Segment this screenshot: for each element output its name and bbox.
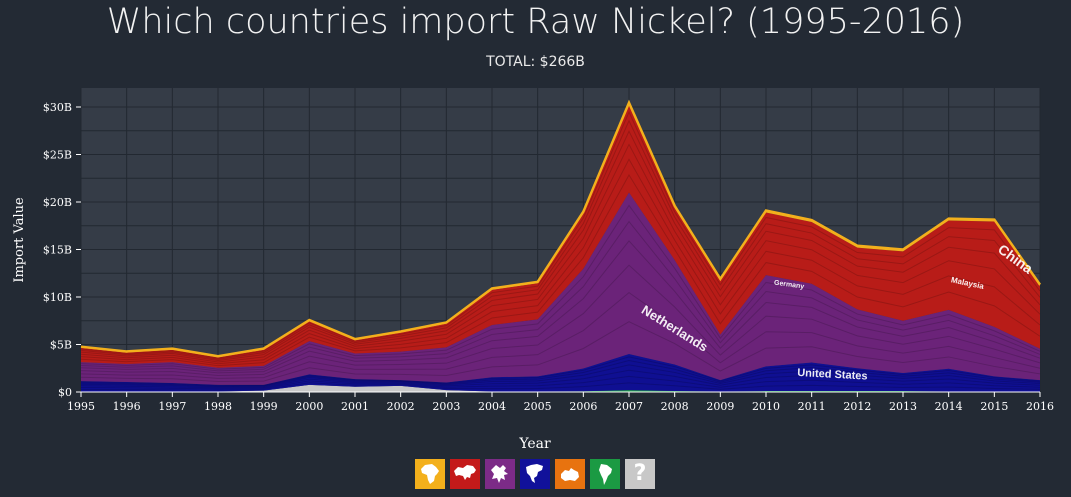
y-tick-label: $30B bbox=[43, 101, 72, 114]
country-seam bbox=[80, 321, 1041, 382]
legend-oceania[interactable] bbox=[555, 459, 585, 489]
africa-icon bbox=[421, 464, 439, 484]
country-seam bbox=[80, 119, 1041, 360]
country-seam bbox=[80, 359, 1041, 387]
y-tick-label: $20B bbox=[43, 196, 72, 209]
legend-north-america[interactable] bbox=[520, 459, 550, 489]
x-tick-label: 2001 bbox=[341, 400, 369, 413]
y-tick-label: $0 bbox=[58, 386, 72, 399]
y-tick-label: $5B bbox=[50, 339, 72, 352]
europe-icon bbox=[491, 465, 508, 483]
country-seam bbox=[80, 174, 1041, 367]
y-axis-label: Import Value bbox=[12, 197, 27, 283]
country-seam bbox=[80, 292, 1041, 379]
x-tick-label: 2016 bbox=[1026, 400, 1054, 413]
y-tick-label: $10B bbox=[43, 291, 72, 304]
country-seam bbox=[80, 158, 1041, 365]
country-seam bbox=[80, 264, 1041, 376]
country-seam bbox=[80, 130, 1041, 361]
legend-asia[interactable] bbox=[450, 459, 480, 489]
total-outline bbox=[80, 99, 1042, 358]
x-tick-label: 2003 bbox=[432, 400, 460, 413]
legend-south-america[interactable] bbox=[590, 459, 620, 489]
country-seam bbox=[80, 143, 1041, 363]
asia-icon bbox=[454, 465, 476, 480]
country-seam bbox=[80, 356, 1041, 386]
x-tick-label: 2009 bbox=[706, 400, 734, 413]
x-tick-label: 1996 bbox=[113, 400, 141, 413]
total-label: TOTAL: $266B bbox=[486, 54, 585, 70]
x-tick-label: 2006 bbox=[569, 400, 597, 413]
x-axis-label: Year bbox=[518, 436, 551, 452]
y-tick-label: $15B bbox=[43, 244, 72, 257]
annotation-germany: Germany bbox=[774, 279, 805, 290]
y-tick-label: $25B bbox=[43, 149, 72, 162]
country-seam bbox=[80, 369, 1041, 389]
country-seams bbox=[80, 110, 1041, 391]
country-seam bbox=[80, 110, 1041, 359]
country-seam bbox=[80, 382, 1041, 391]
x-tick-label: 2015 bbox=[980, 400, 1008, 413]
question-icon: ? bbox=[633, 461, 647, 486]
country-seam bbox=[80, 220, 1041, 372]
legend-africa[interactable] bbox=[415, 459, 445, 489]
oceania-icon bbox=[561, 468, 579, 481]
legend-europe[interactable] bbox=[485, 459, 515, 489]
x-tick-label: 2008 bbox=[661, 400, 689, 413]
x-tick-label: 2012 bbox=[843, 400, 871, 413]
x-axis: 1995 1996 1997 1998 1999 2000 2001 2002 2003 2004… bbox=[67, 391, 1054, 413]
x-tick-label: 1999 bbox=[250, 400, 278, 413]
y-axis: $0 $5B $10B $15B $20B $25B $30B bbox=[43, 101, 81, 399]
area-north-america bbox=[81, 354, 1040, 392]
continent-legend: ? bbox=[415, 459, 655, 489]
x-tick-label: 2002 bbox=[387, 400, 415, 413]
x-tick-label: 2004 bbox=[478, 400, 506, 413]
country-seam bbox=[80, 204, 1041, 370]
country-seam bbox=[80, 240, 1041, 374]
country-seam bbox=[80, 375, 1041, 390]
x-tick-label: 1998 bbox=[204, 400, 232, 413]
area-europe bbox=[81, 192, 1040, 385]
x-tick-label: 2007 bbox=[615, 400, 643, 413]
x-tick-label: 1995 bbox=[67, 400, 95, 413]
x-tick-label: 2000 bbox=[295, 400, 323, 413]
south-america-icon bbox=[599, 464, 612, 485]
x-tick-label: 2010 bbox=[752, 400, 780, 413]
area-unknown bbox=[81, 384, 1040, 392]
legend-unknown[interactable]: ? bbox=[625, 459, 655, 489]
x-tick-label: 2011 bbox=[798, 400, 826, 413]
x-tick-label: 2013 bbox=[889, 400, 917, 413]
x-tick-label: 2014 bbox=[935, 400, 963, 413]
chart-title: Which countries import Raw Nickel? (1995… bbox=[106, 2, 965, 42]
x-tick-label: 1997 bbox=[158, 400, 186, 413]
x-tick-label: 2005 bbox=[524, 400, 552, 413]
country-seam bbox=[80, 364, 1041, 388]
annotation-united-states: United States bbox=[797, 367, 868, 383]
north-america-icon bbox=[526, 464, 543, 483]
